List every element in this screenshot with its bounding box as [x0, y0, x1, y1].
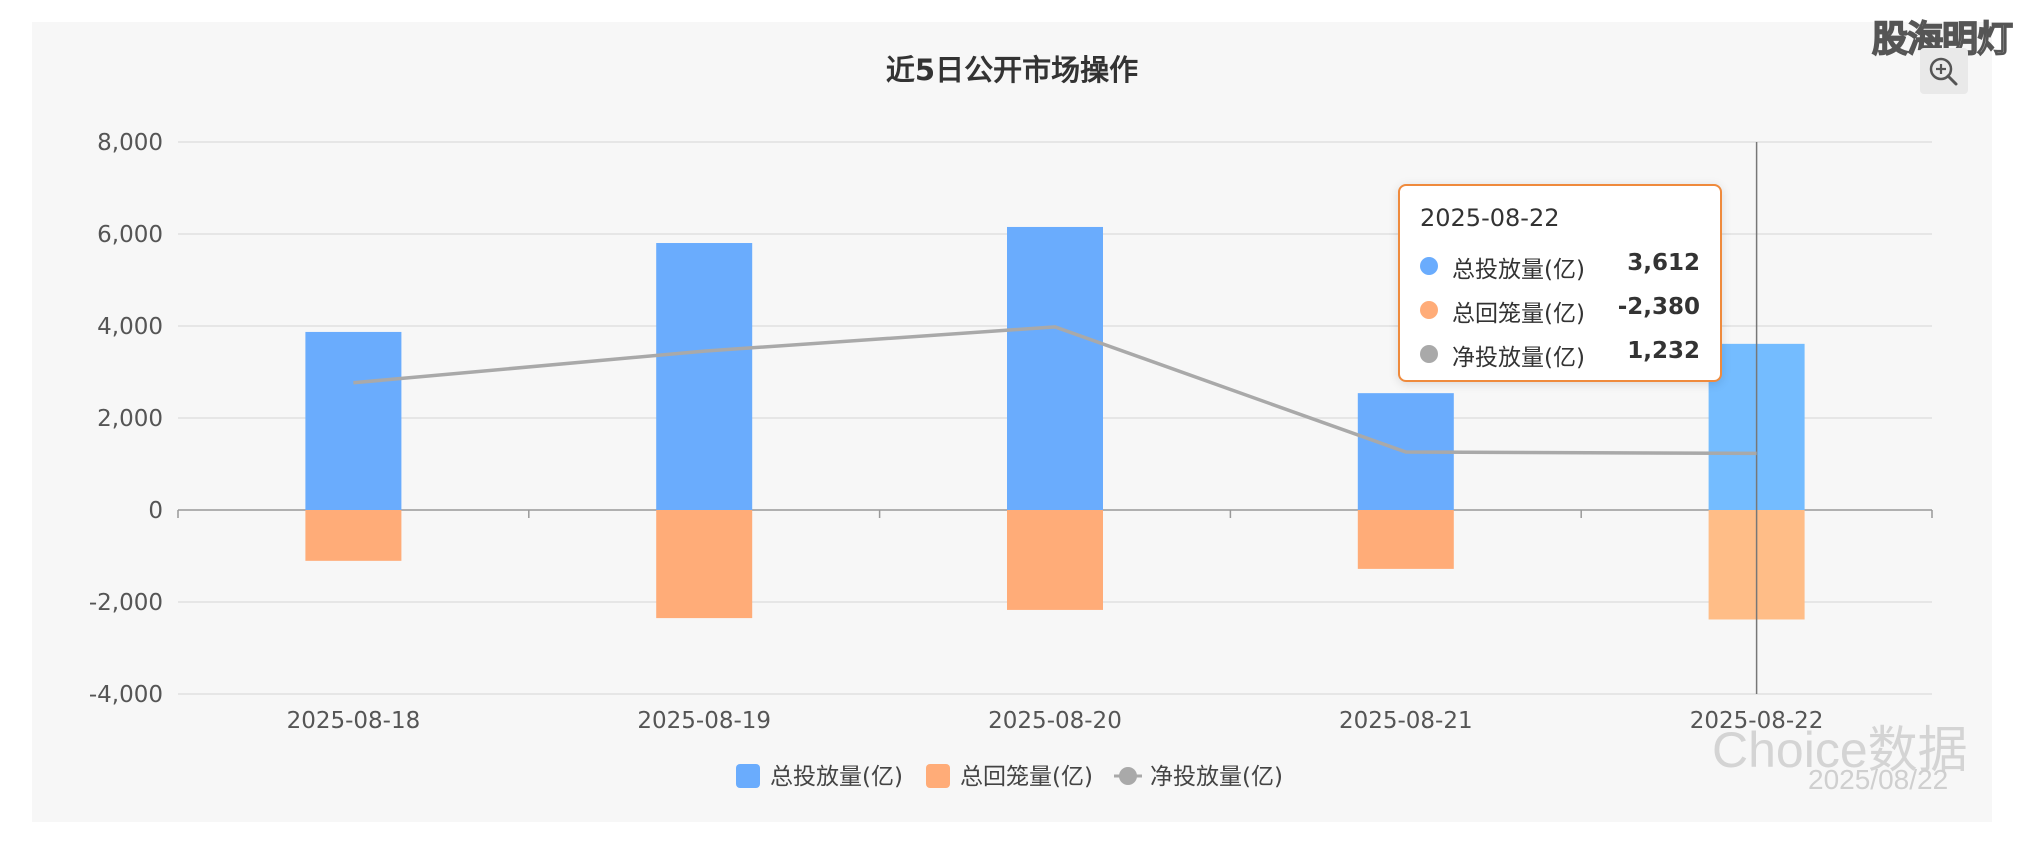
tooltip-row: 总投放量(亿) 3,612	[1420, 250, 1700, 283]
x-tick-label: 2025-08-19	[637, 708, 771, 734]
line-series	[353, 325, 1757, 456]
bar-series	[305, 142, 1805, 694]
watermark-date: 2025/08/22	[1808, 764, 1949, 795]
y-tick-label: 2,000	[97, 406, 163, 432]
series-dot-icon	[1420, 257, 1438, 275]
legend-swatch-icon	[736, 764, 760, 788]
series-dot-icon	[1420, 301, 1438, 319]
tooltip-series-value: -2,380	[1617, 294, 1700, 320]
legend-label: 净投放量(亿)	[1150, 764, 1283, 790]
y-tick-label: 4,000	[97, 314, 163, 340]
tooltip-date: 2025-08-22	[1420, 204, 1560, 232]
tooltip-series-name: 总回笼量(亿)	[1452, 301, 1585, 327]
bar-total-withdrawal	[656, 510, 753, 619]
y-tick-label: 0	[148, 498, 163, 524]
x-tick-label: 2025-08-20	[988, 708, 1122, 734]
bar-total-injection	[305, 331, 402, 510]
y-tick-label: 6,000	[97, 222, 163, 248]
tooltip-series-name: 总投放量(亿)	[1452, 257, 1585, 283]
legend-label: 总回笼量(亿)	[960, 764, 1093, 790]
legend-swatch-icon	[926, 764, 950, 788]
tooltip: 2025-08-22 总投放量(亿) 3,612 总回笼量(亿) -2,380 …	[1398, 184, 1722, 382]
series-dot-icon	[1420, 345, 1438, 363]
line-net-injection	[353, 325, 1757, 456]
tooltip-series-name: 净投放量(亿)	[1452, 345, 1585, 371]
legend-dot-icon	[1119, 767, 1137, 785]
legend: 总投放量(亿) 总回笼量(亿) 净投放量(亿)	[736, 764, 1283, 790]
y-tick-label: -2,000	[89, 590, 163, 616]
x-tick-label: 2025-08-21	[1339, 708, 1473, 734]
bar-total-withdrawal	[305, 510, 402, 561]
watermark-logo: Choice数据	[1712, 722, 1968, 778]
x-tick-label: 2025-08-18	[287, 708, 421, 734]
y-tick-label: -4,000	[89, 682, 163, 708]
y-axis: 8,000 6,000 4,000 2,000 0 -2,000 -4,000	[89, 130, 163, 708]
tooltip-row: 净投放量(亿) 1,232	[1420, 338, 1700, 371]
bar-total-withdrawal	[1357, 510, 1454, 569]
legend-label: 总投放量(亿)	[770, 764, 903, 790]
y-tick-label: 8,000	[97, 130, 163, 156]
tooltip-series-value: 1,232	[1627, 338, 1700, 364]
bar-total-withdrawal	[1007, 510, 1103, 610]
tooltip-series-value: 3,612	[1627, 250, 1700, 276]
zoom-button[interactable]	[1920, 48, 1968, 94]
x-tick-label: 2025-08-22	[1690, 708, 1824, 734]
bar-total-injection	[1007, 226, 1103, 510]
chart-title: 近5日公开市场操作	[886, 53, 1138, 87]
zoom-in-icon	[1929, 57, 1958, 86]
tooltip-row: 总回笼量(亿) -2,380	[1420, 294, 1700, 327]
bar-total-injection	[656, 243, 753, 511]
